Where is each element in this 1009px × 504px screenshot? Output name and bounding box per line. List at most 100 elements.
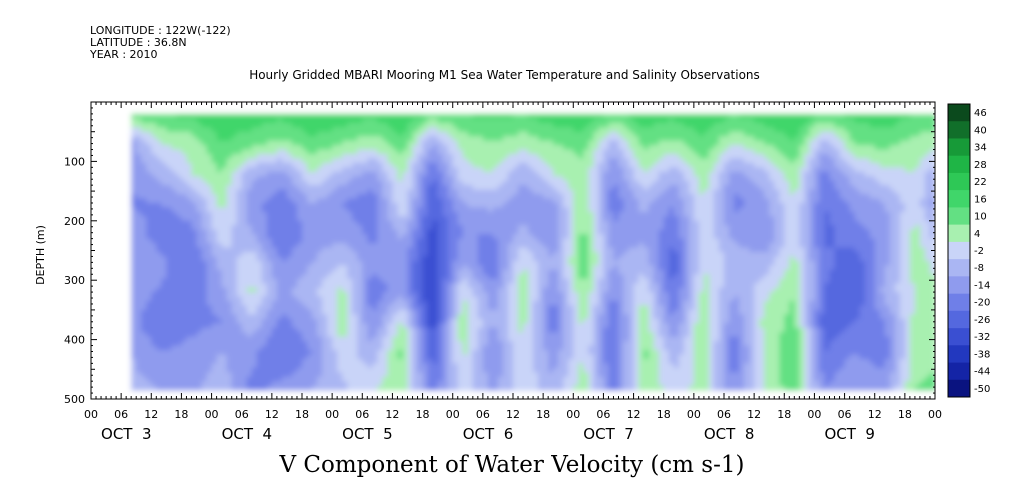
heat-cell bbox=[502, 127, 509, 133]
heat-cell bbox=[312, 153, 318, 160]
heat-cell bbox=[166, 194, 172, 200]
heat-cell bbox=[136, 238, 142, 244]
heat-cell bbox=[412, 305, 419, 311]
heat-cell bbox=[513, 229, 519, 235]
heat-cell bbox=[206, 345, 213, 351]
heat-cell bbox=[136, 256, 142, 262]
heat-cell bbox=[226, 385, 233, 391]
heat-cell bbox=[482, 167, 489, 173]
heat-cell bbox=[362, 381, 368, 387]
heat-cell bbox=[307, 260, 313, 266]
heat-cell bbox=[317, 283, 323, 289]
heat-cell bbox=[241, 251, 248, 258]
heat-cell bbox=[502, 243, 509, 249]
heat-cell bbox=[131, 238, 137, 244]
heat-cell bbox=[432, 385, 439, 391]
heat-cell bbox=[492, 127, 499, 133]
heat-cell bbox=[276, 336, 283, 342]
heat-cell bbox=[141, 180, 147, 186]
heat-cell bbox=[226, 185, 233, 191]
heat-cell bbox=[382, 292, 389, 298]
heat-cell bbox=[296, 229, 303, 235]
heat-cell bbox=[241, 136, 248, 142]
heat-cell bbox=[442, 327, 449, 333]
heat-cell bbox=[467, 332, 474, 338]
heat-cell bbox=[236, 243, 243, 249]
heat-cell bbox=[327, 358, 333, 364]
heat-cell bbox=[151, 131, 157, 137]
heat-cell bbox=[327, 194, 333, 200]
heat-cell bbox=[131, 354, 137, 360]
heat-cell bbox=[457, 202, 464, 209]
heat-cell bbox=[246, 189, 253, 195]
heat-cell bbox=[337, 372, 343, 378]
heat-cell bbox=[211, 145, 218, 151]
heat-cell bbox=[422, 283, 429, 289]
heat-cell bbox=[357, 176, 363, 182]
heat-cell bbox=[221, 265, 228, 271]
heat-cell bbox=[186, 296, 193, 302]
heat-cell bbox=[347, 292, 353, 298]
heat-cell bbox=[166, 305, 172, 311]
heat-cell bbox=[191, 332, 198, 338]
heat-cell bbox=[407, 167, 414, 173]
heat-cell bbox=[161, 234, 167, 240]
heat-cell bbox=[533, 211, 539, 217]
heat-cell bbox=[402, 372, 409, 378]
heat-cell bbox=[487, 354, 494, 360]
heat-cell bbox=[362, 265, 368, 271]
heat-cell bbox=[513, 136, 519, 142]
heat-cell bbox=[231, 220, 238, 226]
heat-cell bbox=[226, 332, 233, 338]
heat-cell bbox=[317, 216, 323, 222]
heat-cell bbox=[186, 309, 193, 315]
heat-cell bbox=[427, 336, 434, 342]
heat-cell bbox=[477, 202, 484, 209]
heat-cell bbox=[276, 363, 283, 369]
heat-cell bbox=[462, 180, 469, 186]
heat-cell bbox=[497, 358, 504, 364]
heat-cell bbox=[487, 300, 494, 307]
heat-cell bbox=[317, 287, 323, 293]
heat-cell bbox=[442, 145, 449, 151]
heat-cell bbox=[322, 309, 328, 315]
heat-cell bbox=[352, 385, 358, 391]
heat-cell bbox=[327, 202, 333, 209]
heat-cell bbox=[221, 278, 228, 284]
heat-cell bbox=[131, 153, 137, 160]
heat-cell bbox=[377, 136, 383, 142]
heat-cell bbox=[477, 229, 484, 235]
heat-cell bbox=[513, 349, 519, 356]
heat-cell bbox=[437, 131, 444, 137]
heat-cell bbox=[261, 336, 268, 342]
heat-cell bbox=[302, 234, 308, 240]
heat-cell bbox=[357, 167, 363, 173]
heat-cell bbox=[362, 300, 368, 307]
heat-cell bbox=[166, 131, 172, 137]
heat-cell bbox=[382, 238, 389, 244]
heat-cell bbox=[357, 207, 363, 213]
heat-cell bbox=[357, 349, 363, 356]
heat-cell bbox=[216, 265, 223, 271]
heat-cell bbox=[211, 202, 218, 209]
heat-cell bbox=[221, 372, 228, 378]
heat-cell bbox=[372, 185, 378, 191]
heat-cell bbox=[176, 127, 183, 133]
heat-cell bbox=[322, 247, 328, 253]
heat-cell bbox=[266, 234, 273, 240]
heat-cell bbox=[362, 131, 368, 137]
heat-cell bbox=[146, 381, 152, 387]
heat-cell bbox=[307, 309, 313, 315]
heat-cell bbox=[513, 296, 519, 302]
heat-cell bbox=[156, 385, 162, 391]
heat-cell bbox=[397, 149, 404, 155]
heat-cell bbox=[307, 274, 313, 280]
heat-cell bbox=[402, 305, 409, 311]
heat-cell bbox=[156, 113, 162, 119]
heat-cell bbox=[467, 211, 474, 217]
heat-cell bbox=[457, 300, 464, 307]
heat-cell bbox=[497, 318, 504, 324]
heat-cell bbox=[216, 234, 223, 240]
heat-cell bbox=[502, 323, 509, 329]
heat-cell bbox=[241, 349, 248, 356]
